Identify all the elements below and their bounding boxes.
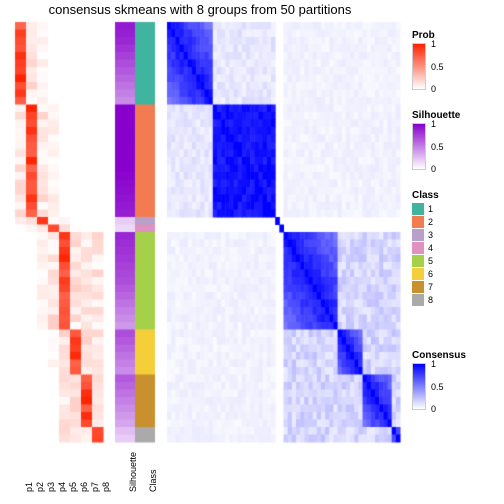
legend-class-label: 8 [428, 295, 433, 305]
legend-class-item: 8 [412, 294, 439, 306]
col-label-p8: p8 [101, 482, 111, 492]
col-label-p1: p1 [24, 482, 34, 492]
legend-tick: 0 [431, 405, 436, 414]
col-label-p6: p6 [79, 482, 89, 492]
legend-class-label: 3 [428, 230, 433, 240]
legend-tick: 0.5 [431, 383, 444, 392]
legend-class-swatch [412, 242, 424, 254]
legend-class-item: 1 [412, 203, 439, 215]
legend-class-swatch [412, 281, 424, 293]
legend-tick: 1 [431, 360, 436, 369]
col-label-p2: p2 [35, 482, 45, 492]
legend-tick: 0 [431, 85, 436, 94]
col-label-p4: p4 [57, 482, 67, 492]
legend-class-item: 2 [412, 216, 439, 228]
legend-class-swatch [412, 268, 424, 280]
legend-cons-title: Consensus [412, 350, 466, 361]
legend-class-label: 4 [428, 243, 433, 253]
legend-class: Class 1 2 3 4 5 6 7 8 [412, 190, 439, 307]
legend-tick: 0.5 [431, 143, 444, 152]
legend-class-item: 5 [412, 255, 439, 267]
legend-class-label: 5 [428, 256, 433, 266]
col-label-p3: p3 [46, 482, 56, 492]
legend-prob-gradient: 00.51 [412, 43, 426, 90]
legend-tick: 1 [431, 120, 436, 129]
legend-class-swatch [412, 294, 424, 306]
legend-class-swatch [412, 229, 424, 241]
legend-cons: Consensus 00.51 [412, 350, 466, 412]
legend-class-swatch [412, 255, 424, 267]
legend-tick: 1 [431, 40, 436, 49]
legend-prob: Prob 00.51 [412, 30, 435, 92]
legend-class-item: 7 [412, 281, 439, 293]
col-label-p5: p5 [68, 482, 78, 492]
legend-sil-title: Silhouette [412, 110, 460, 121]
legend-class-item: 4 [412, 242, 439, 254]
legend-class-swatch [412, 216, 424, 228]
legend-sil: Silhouette 00.51 [412, 110, 460, 172]
legend-sil-gradient: 00.51 [412, 123, 426, 170]
legend-class-item: 3 [412, 229, 439, 241]
legend-class-title: Class [412, 190, 439, 201]
legend-class-label: 6 [428, 269, 433, 279]
col-label-silhouette: Silhouette [128, 452, 138, 492]
legend-class-label: 1 [428, 204, 433, 214]
legend-cons-gradient: 00.51 [412, 363, 426, 410]
col-label-class: Class [148, 469, 158, 492]
col-label-p7: p7 [90, 482, 100, 492]
legend-tick: 0.5 [431, 63, 444, 72]
legend-class-label: 7 [428, 282, 433, 292]
legend-tick: 0 [431, 165, 436, 174]
legend-class-label: 2 [428, 217, 433, 227]
legend-class-item: 6 [412, 268, 439, 280]
legend-class-swatch [412, 203, 424, 215]
